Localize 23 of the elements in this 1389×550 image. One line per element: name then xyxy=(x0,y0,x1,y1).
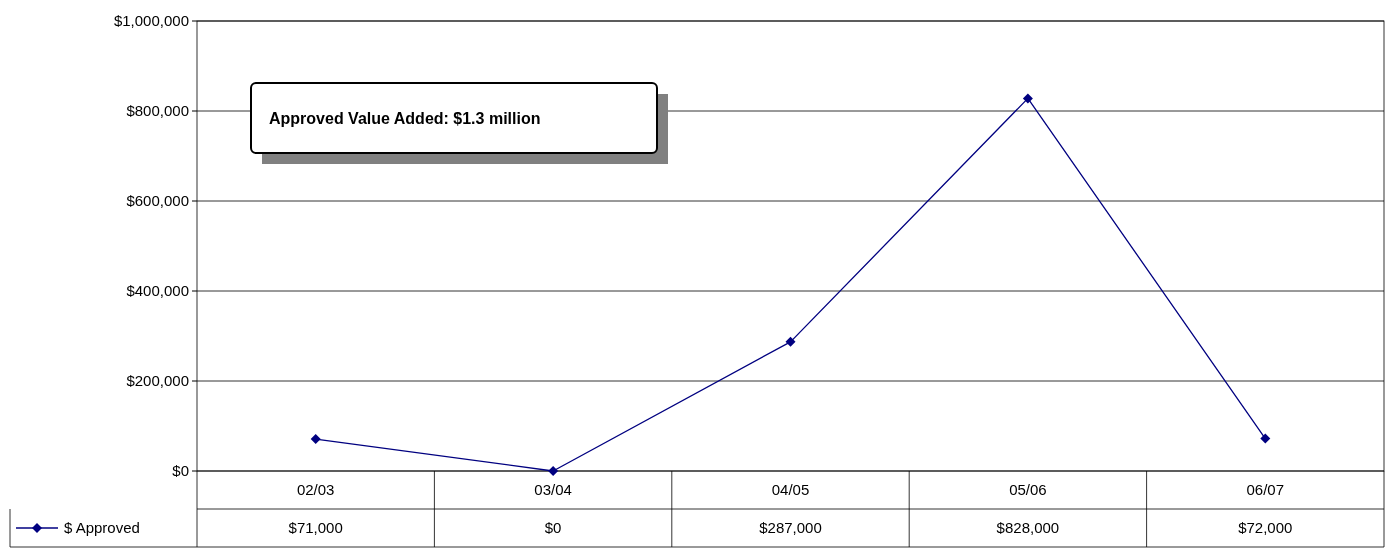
point xyxy=(785,336,796,347)
legend-label: $ Approved xyxy=(64,519,140,537)
point xyxy=(1260,433,1271,444)
point xyxy=(310,434,321,445)
y-tick-label: $1,000,000 xyxy=(113,12,189,30)
x-tick-label: 04/05 xyxy=(771,481,810,499)
point xyxy=(548,466,559,476)
y-tick-label: $800,000 xyxy=(126,102,189,120)
y-tick-label: $0 xyxy=(172,462,189,480)
y-tick-label: $200,000 xyxy=(126,372,189,390)
data-label: $287,000 xyxy=(759,519,822,537)
y-tick-label: $600,000 xyxy=(126,192,189,210)
x-tick-label: 03/04 xyxy=(534,481,572,499)
x-tick-label: 06/07 xyxy=(1246,481,1285,499)
x-tick-label: 02/03 xyxy=(296,481,335,499)
x-tick-label: 05/06 xyxy=(1009,481,1047,499)
data-label: $828,000 xyxy=(996,519,1060,537)
data-label: $71,000 xyxy=(288,519,343,537)
annotation: Approved Value Added: $1.3 million xyxy=(269,109,541,127)
point xyxy=(1022,93,1033,104)
data-label: $0 xyxy=(544,519,562,537)
data-label: $72,000 xyxy=(1238,519,1293,537)
y-tick-label: $400,000 xyxy=(126,282,189,300)
